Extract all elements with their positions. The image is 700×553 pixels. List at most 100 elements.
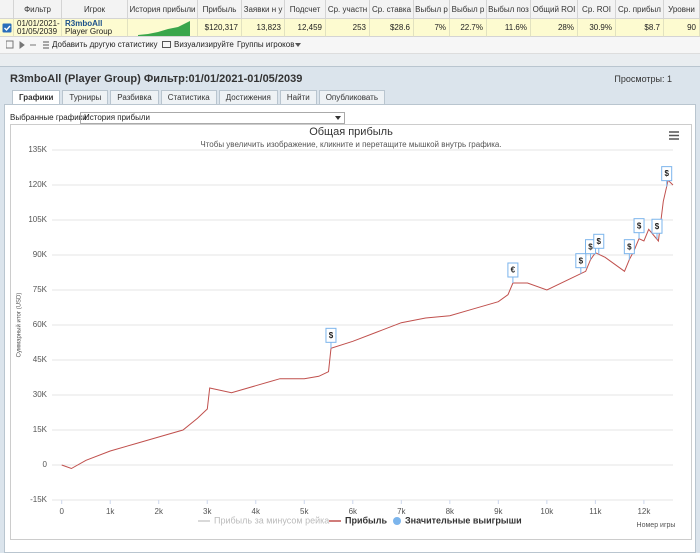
header-cell: Ср. ROI [578,0,616,19]
flag-box [325,327,337,343]
legend-item[interactable]: Прибыль [329,515,387,525]
tab[interactable]: Найти [279,90,317,104]
x-tick-label: 4k [252,507,261,516]
player-cell-line: R3mboAll [65,19,103,28]
header-cell: Выбыл р [450,0,487,19]
row-checkbox[interactable] [0,19,14,37]
toolbar: Добавить другую статистику Визуализируйт… [0,37,700,54]
header-cell: Общий ROI [531,0,578,19]
flag-box [593,233,605,249]
flag-label: $ [627,242,632,251]
legend-item[interactable]: Прибыль за минусом рейка [198,515,329,525]
value-cell: 90 [664,19,700,37]
y-tick-label: 90K [33,250,48,259]
flag-box [661,166,673,182]
x-tick-label: 6k [349,507,358,516]
flag-label: $ [637,221,642,230]
flag-label: $ [588,242,593,251]
value-cell: $28.6 [370,19,414,37]
x-tick-label: 5k [300,507,309,516]
tab[interactable]: Достижения [218,90,278,104]
player-groups-button[interactable]: Группы игроков [237,40,295,49]
legend-item[interactable]: Значительные выигрыши [393,515,522,525]
header-cell: Уровни [664,0,700,19]
header-cell: Игрок [62,0,128,19]
tab[interactable]: Опубликовать [318,90,385,104]
value-cell: $8.7 [616,19,664,37]
dropdown-arrow [295,43,301,47]
flag-label: $ [655,222,660,231]
value-cell: 11.6% [487,19,531,37]
chart-title: Общая прибыль [309,126,393,138]
header-cell: История прибыли [128,0,198,19]
visualize-button[interactable]: Визуализируйте [174,40,234,49]
chart-selector[interactable]: История прибыли [80,112,345,124]
flag-label: $ [664,169,669,178]
value-cell: 253 [326,19,370,37]
flag[interactable]: € [507,262,519,283]
y-tick-label: 45K [33,355,48,364]
legend-label: Прибыль за минусом рейка [214,515,329,525]
y-tick-label: 135K [28,145,47,154]
header-cell: Фильтр [14,0,62,19]
y-tick-label: 105K [28,215,47,224]
x-tick-label: 3k [203,507,212,516]
header-cell: Выбыл р [414,0,450,19]
x-tick-label: 2k [155,507,164,516]
x-axis-title: Номер игры [637,522,676,529]
flag[interactable]: $ [661,166,673,187]
legend-swatch [393,517,401,525]
visualize-icon [162,41,171,48]
flag[interactable]: $ [651,218,663,240]
flag-box [507,262,519,278]
dropdown-arrow [335,116,341,120]
tab[interactable]: Разбивка [110,90,159,104]
selector-value: История прибыли [84,113,150,122]
value-cell: 28% [531,19,578,37]
x-tick-label: 9k [494,507,503,516]
flag[interactable]: $ [593,233,605,255]
filter-cell: 01/01/2021- 01/05/2039 [14,19,62,37]
y-tick-label: 60K [33,320,48,329]
x-tick-label: 11k [589,507,602,516]
flag[interactable]: $ [325,327,337,349]
flag-label: € [511,266,516,275]
header-cell: Ср. ставка [370,0,414,19]
flag[interactable]: $ [633,218,645,239]
x-tick-label: 12k [637,507,651,516]
y-tick-label: 15K [33,425,48,434]
flag[interactable]: $ [623,239,635,260]
legend-label: Прибыль [345,515,387,525]
value-cell: 22.7% [450,19,487,37]
flag[interactable]: $ [575,253,587,274]
y-axis-title: Суммарный итог (USD) [16,293,23,358]
chart: Общая прибыль Чтобы увеличить изображени… [10,124,692,540]
add-stat-button[interactable]: Добавить другую статистику [52,40,158,49]
y-tick-label: 120K [28,180,47,189]
selector-label: Выбранные графики: [10,113,89,122]
flag-label: $ [329,331,334,340]
legend-label: Значительные выигрыши [405,515,522,525]
header-cell: Подсчет [285,0,326,19]
header-cell: Заявки н у [242,0,285,19]
header-cell: Ср. прибыл [616,0,664,19]
profit-line [61,179,674,470]
tab[interactable]: Графики [12,90,61,104]
flag-box [633,218,645,234]
x-tick-label: 8k [446,507,455,516]
menu-button[interactable] [669,131,679,140]
tab[interactable]: Турниры [62,90,109,104]
x-tick-label: 10k [540,507,554,516]
filter-cell-line: 01/01/2021- [17,19,60,28]
header-cell: Прибыль [198,0,242,19]
add-icon [43,41,49,49]
x-tick-label: 0 [59,507,64,516]
player-cell-line: Player Group [65,27,113,36]
flag-box [623,239,635,255]
sparkline-cell [128,19,198,37]
value-cell: 12,459 [285,19,326,37]
value-cell: $120,317 [198,19,242,37]
tab[interactable]: Статистика [160,90,217,104]
chart-subtitle: Чтобы увеличить изображение, кликните и … [200,140,501,149]
